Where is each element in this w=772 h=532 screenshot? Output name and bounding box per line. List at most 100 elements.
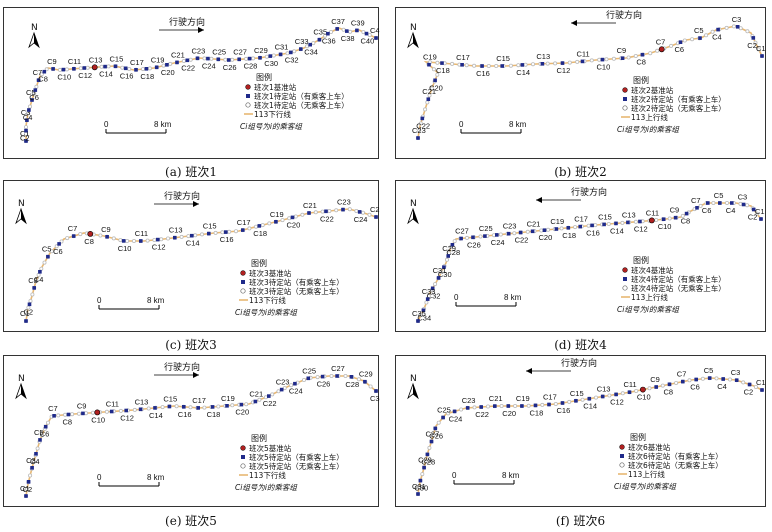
- boarding-stop-marker: [533, 403, 538, 408]
- empty-stop-marker: [710, 29, 715, 34]
- boarding-stop-marker: [626, 220, 630, 225]
- group-label: C7: [677, 370, 687, 379]
- boarding-stop-marker: [61, 67, 66, 72]
- empty-stop-marker: [368, 384, 373, 389]
- boarding-stop-marker: [154, 65, 159, 70]
- group-label: C17: [543, 393, 557, 402]
- empty-stop-marker: [436, 420, 441, 425]
- empty-stop-marker: [348, 29, 353, 34]
- boarding-stop-marker: [46, 254, 50, 259]
- route-line: [25, 208, 377, 322]
- group-label: C18: [253, 229, 267, 238]
- empty-stop-marker: [530, 62, 535, 67]
- group-label: C39: [351, 18, 365, 27]
- empty-stop-marker: [23, 125, 28, 130]
- group-label: C4: [30, 457, 40, 466]
- empty-stop-marker: [593, 395, 598, 400]
- boarding-stop-marker: [24, 494, 28, 498]
- legend-group-note: Ci组号为i的乘客组: [235, 483, 298, 492]
- group-label: C11: [624, 380, 637, 389]
- empty-stop-marker: [118, 238, 123, 243]
- empty-stop-marker: [690, 37, 695, 42]
- boarding-stop-marker: [471, 235, 475, 240]
- boarding-stop-marker: [237, 57, 241, 62]
- legend-entry: 班次3基准站: [249, 268, 292, 278]
- empty-stop-marker: [423, 107, 428, 112]
- empty-stop-marker: [559, 226, 564, 231]
- empty-stop-marker: [28, 299, 33, 304]
- group-label: C23: [192, 46, 206, 55]
- empty-stop-marker: [575, 59, 580, 64]
- boarding-stop-marker: [695, 206, 699, 210]
- boarding-stop-marker: [121, 239, 126, 243]
- group-label: C21: [489, 394, 503, 403]
- direction-arrow-icon: [571, 20, 577, 26]
- empty-stop-marker: [435, 72, 440, 77]
- boarding-stop-marker: [734, 378, 739, 382]
- boarding-stop-marker: [71, 234, 76, 238]
- group-label: C17: [192, 396, 206, 405]
- legend-entry: 班次5待定站（无乘客上车）: [249, 461, 344, 471]
- boarding-stop-marker: [433, 78, 437, 83]
- route-line: [417, 202, 762, 322]
- group-label: C29: [254, 46, 268, 55]
- empty-stop-marker: [159, 237, 164, 242]
- boarding-stop-marker: [349, 375, 354, 379]
- group-label: C17: [456, 53, 470, 62]
- empty-stop-marker: [174, 404, 179, 409]
- boarding-stop-marker: [105, 235, 109, 239]
- empty-stop-marker: [161, 63, 166, 68]
- boarding-stop-marker: [124, 408, 128, 413]
- boarding-stop-marker: [241, 228, 245, 232]
- empty-stop-marker: [545, 61, 550, 66]
- group-label: C9: [47, 57, 57, 66]
- empty-stop-marker: [700, 376, 705, 381]
- boarding-stop-marker: [307, 211, 311, 215]
- empty-stop-marker: [478, 234, 483, 239]
- group-label: C11: [68, 57, 81, 66]
- boarding-stop-marker: [24, 128, 28, 133]
- group-label: C28: [421, 457, 435, 466]
- empty-stop-marker: [660, 383, 665, 388]
- legend-entry: 113下行线: [249, 295, 286, 305]
- group-label: C18: [140, 72, 154, 81]
- legend-entry: 班次2基准站: [631, 85, 674, 95]
- empty-stop-marker: [65, 236, 70, 241]
- group-label: C38: [341, 34, 355, 43]
- empty-stop-marker: [420, 472, 425, 477]
- empty-stop-marker: [91, 410, 96, 415]
- boarding-stop-marker: [253, 399, 258, 404]
- legend-entry: 113上行线: [631, 112, 668, 122]
- empty-stop-marker: [687, 378, 692, 383]
- empty-stop-marker: [512, 231, 517, 236]
- group-label: C36: [322, 37, 336, 46]
- boarding-stop-marker: [460, 63, 464, 67]
- group-label: C11: [135, 229, 148, 238]
- empty-stop-marker: [508, 63, 513, 68]
- group-label: C20: [235, 408, 249, 417]
- empty-stop-marker: [754, 211, 759, 216]
- group-label: C12: [120, 414, 134, 423]
- empty-stop-marker: [682, 38, 687, 43]
- legend-boarding-icon: [623, 277, 627, 281]
- group-label: C9: [101, 225, 111, 234]
- base-station-marker: [91, 64, 98, 71]
- empty-stop-marker: [301, 377, 306, 382]
- empty-stop-marker: [669, 43, 674, 48]
- north-arrow-fill-icon: [21, 209, 26, 223]
- boarding-stop-marker: [374, 36, 378, 40]
- group-label: C26: [467, 240, 481, 249]
- boarding-stop-marker: [66, 412, 71, 417]
- boarding-stop-marker: [730, 201, 734, 205]
- group-label: C5: [694, 26, 704, 35]
- empty-stop-marker: [724, 200, 729, 205]
- empty-stop-marker: [181, 59, 186, 64]
- legend-boarding-icon: [241, 280, 245, 284]
- empty-stop-marker: [429, 86, 434, 91]
- panel-f: C1 C2 C3 C4 C5 C6 C7 C8 C9 C10 C11 C12 C13 C14 C15 C16 C…: [395, 355, 766, 507]
- group-label: C3: [732, 15, 742, 24]
- group-label: C15: [570, 389, 584, 398]
- scale-start-label: 0: [459, 120, 464, 129]
- empty-stop-marker: [343, 373, 348, 378]
- boarding-stop-marker: [32, 286, 36, 290]
